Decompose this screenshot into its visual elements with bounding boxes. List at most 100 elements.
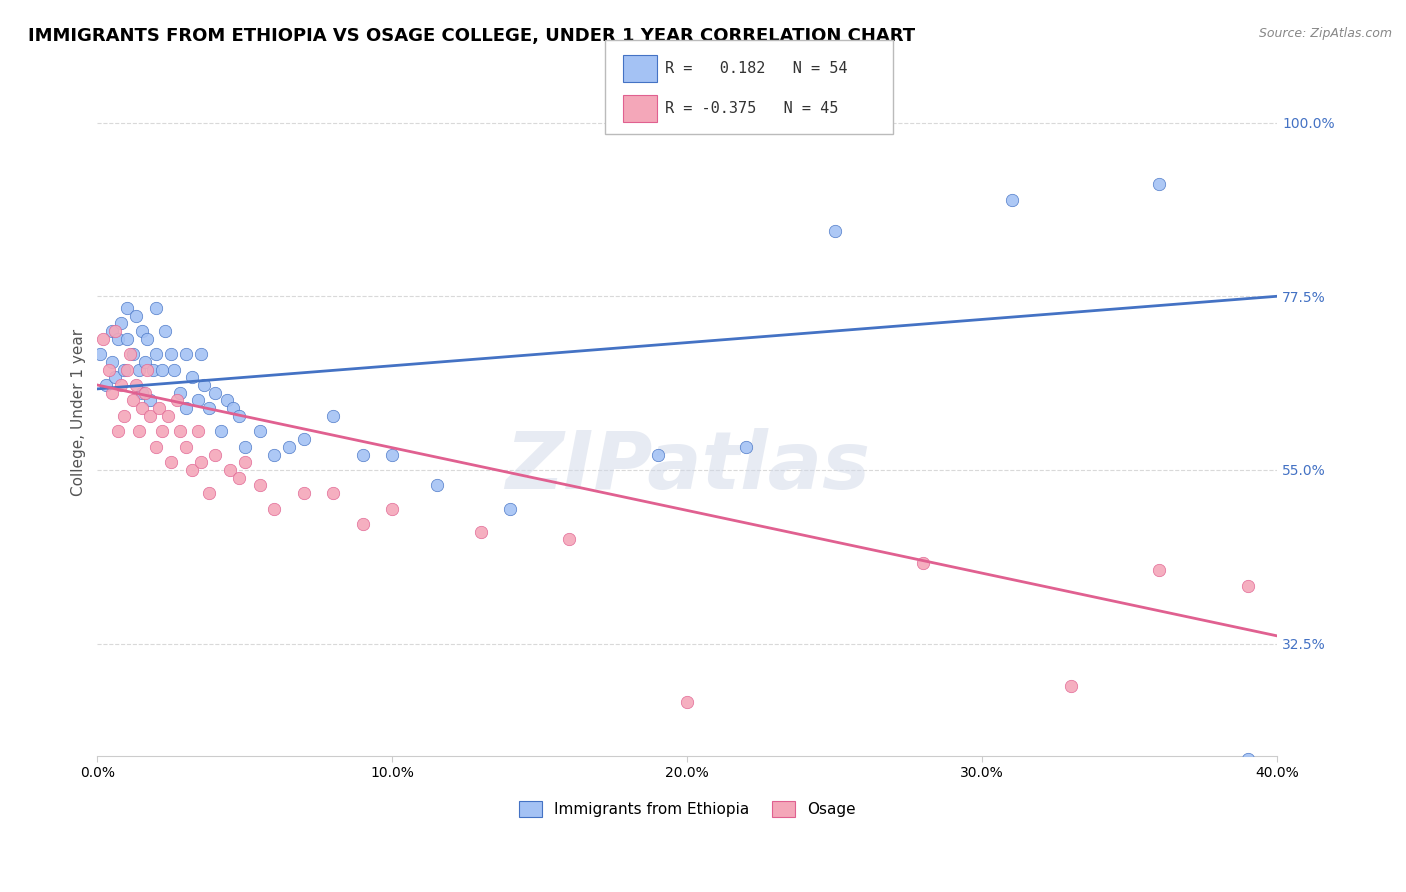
Point — [912, 556, 935, 570]
Point — [150, 362, 173, 376]
Text: Source: ZipAtlas.com: Source: ZipAtlas.com — [1258, 27, 1392, 40]
Point — [187, 425, 209, 439]
Point — [180, 370, 202, 384]
Point — [1149, 178, 1171, 192]
Point — [381, 501, 404, 516]
Text: R =   0.182   N = 54: R = 0.182 N = 54 — [665, 62, 848, 76]
Point — [142, 362, 165, 376]
Point — [145, 440, 167, 454]
Point — [222, 401, 245, 416]
Point — [292, 486, 315, 500]
Point — [824, 224, 846, 238]
Point — [470, 524, 492, 539]
Point — [136, 332, 159, 346]
Point — [107, 425, 129, 439]
Y-axis label: College, Under 1 year: College, Under 1 year — [72, 328, 86, 496]
Point — [190, 347, 212, 361]
Point — [228, 409, 250, 423]
Point — [263, 501, 285, 516]
Point — [1236, 752, 1258, 766]
Point — [352, 448, 374, 462]
Point — [249, 425, 271, 439]
Point — [278, 440, 301, 454]
Text: IMMIGRANTS FROM ETHIOPIA VS OSAGE COLLEGE, UNDER 1 YEAR CORRELATION CHART: IMMIGRANTS FROM ETHIOPIA VS OSAGE COLLEG… — [28, 27, 915, 45]
Point — [112, 362, 135, 376]
Legend: Immigrants from Ethiopia, Osage: Immigrants from Ethiopia, Osage — [513, 796, 862, 823]
Point — [150, 425, 173, 439]
Point — [139, 409, 162, 423]
Text: ZIPatlas: ZIPatlas — [505, 428, 870, 506]
Point — [249, 478, 271, 492]
Point — [136, 362, 159, 376]
Point — [131, 324, 153, 338]
Point — [125, 378, 148, 392]
Point — [157, 409, 180, 423]
Point — [187, 393, 209, 408]
Point — [89, 347, 111, 361]
Point — [193, 378, 215, 392]
Point — [134, 355, 156, 369]
Point — [676, 694, 699, 708]
Point — [292, 432, 315, 446]
Point — [174, 440, 197, 454]
Point — [96, 378, 118, 392]
Point — [322, 486, 344, 500]
Point — [101, 355, 124, 369]
Point — [160, 347, 183, 361]
Point — [169, 425, 191, 439]
Point — [1149, 563, 1171, 577]
Point — [134, 385, 156, 400]
Point — [125, 309, 148, 323]
Point — [499, 501, 522, 516]
Point — [263, 448, 285, 462]
Point — [198, 486, 221, 500]
Point — [198, 401, 221, 416]
Point — [233, 455, 256, 469]
Point — [219, 463, 242, 477]
Point — [121, 393, 143, 408]
Point — [160, 455, 183, 469]
Point — [148, 401, 170, 416]
Point — [101, 385, 124, 400]
Point — [190, 455, 212, 469]
Point — [166, 393, 188, 408]
Point — [1001, 193, 1024, 207]
Point — [558, 533, 581, 547]
Text: R = -0.375   N = 45: R = -0.375 N = 45 — [665, 102, 838, 116]
Point — [647, 448, 669, 462]
Point — [115, 362, 138, 376]
Point — [169, 385, 191, 400]
Point — [115, 301, 138, 315]
Point — [145, 347, 167, 361]
Point — [735, 440, 758, 454]
Point — [352, 516, 374, 531]
Point — [131, 385, 153, 400]
Point — [107, 332, 129, 346]
Point — [118, 347, 141, 361]
Point — [153, 324, 176, 338]
Point — [145, 301, 167, 315]
Point — [110, 316, 132, 330]
Point — [104, 324, 127, 338]
Point — [101, 324, 124, 338]
Point — [98, 362, 121, 376]
Point — [233, 440, 256, 454]
Point — [174, 347, 197, 361]
Point — [163, 362, 186, 376]
Point — [115, 332, 138, 346]
Point — [121, 347, 143, 361]
Point — [204, 385, 226, 400]
Point — [128, 425, 150, 439]
Point — [426, 478, 449, 492]
Point — [204, 448, 226, 462]
Point — [228, 470, 250, 484]
Point — [139, 393, 162, 408]
Point — [91, 332, 114, 346]
Point — [104, 370, 127, 384]
Point — [209, 425, 232, 439]
Point — [174, 401, 197, 416]
Point — [180, 463, 202, 477]
Point — [381, 448, 404, 462]
Point — [112, 409, 135, 423]
Point — [128, 362, 150, 376]
